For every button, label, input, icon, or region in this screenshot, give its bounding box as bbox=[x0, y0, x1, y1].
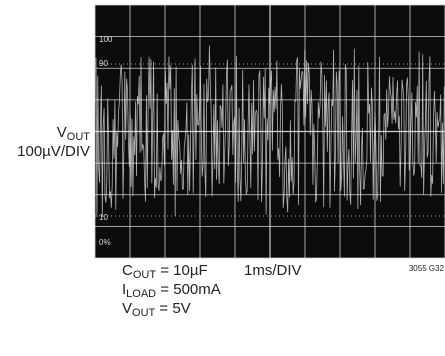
note-sub: LOAD bbox=[126, 288, 156, 300]
scope-label: 0% bbox=[99, 238, 111, 247]
y-label-main: V bbox=[57, 124, 67, 141]
note-main: I bbox=[122, 281, 126, 298]
note: ILOAD = 500mA bbox=[122, 281, 221, 300]
figure-id: 3055 G32 bbox=[409, 264, 445, 273]
note-sub: OUT bbox=[132, 307, 156, 319]
note-sub: OUT bbox=[133, 269, 157, 281]
y-label: VOUT bbox=[57, 124, 91, 143]
scope-label: 100 bbox=[99, 35, 113, 44]
note-rest: = 5V bbox=[155, 300, 190, 317]
note-rest: = 500mA bbox=[156, 281, 221, 298]
scope-label: 90 bbox=[99, 59, 108, 68]
time-scale: 1ms/DIV bbox=[244, 262, 302, 279]
note: VOUT = 5V bbox=[122, 300, 191, 319]
y-scale: 100µV/DIV bbox=[17, 143, 90, 160]
note-main: C bbox=[122, 262, 133, 279]
scope-label: 10 bbox=[99, 213, 108, 222]
note: COUT = 10µF bbox=[122, 262, 208, 281]
note-rest: = 10µF bbox=[156, 262, 208, 279]
y-label-sub: OUT bbox=[67, 131, 91, 143]
note-main: V bbox=[122, 300, 132, 317]
noise-trace bbox=[95, 45, 445, 218]
